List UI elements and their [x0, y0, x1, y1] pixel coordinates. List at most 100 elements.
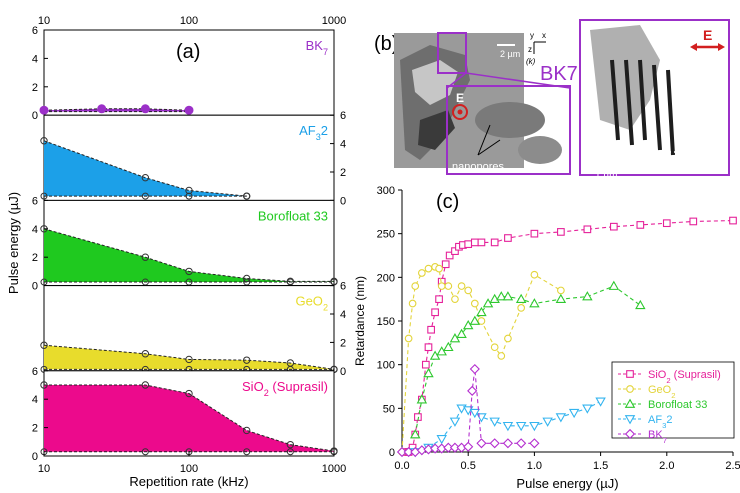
data-point: [469, 315, 481, 325]
data-point: [141, 278, 149, 286]
y-tick-label: 6: [340, 281, 346, 293]
data-point: [449, 333, 461, 343]
data-point: [583, 225, 592, 234]
data-point: [529, 298, 540, 308]
data-point: [243, 274, 251, 283]
data-point: [40, 381, 48, 389]
data-point: [624, 415, 636, 425]
y-tick-label: 2: [32, 423, 38, 435]
subplot-geo2: GeO2 0 2 4 6: [40, 281, 346, 378]
y-tick-label: 50: [383, 403, 395, 415]
y-axis-label: Retardance (nm): [353, 276, 367, 366]
data-point: [515, 421, 527, 432]
data-point: [141, 192, 149, 200]
data-point: [141, 173, 150, 182]
upper-line: [43, 228, 334, 282]
nanoplanes-texture: [610, 59, 675, 156]
data-point: [431, 308, 439, 317]
data-point: [482, 298, 494, 308]
data-point: [39, 105, 49, 115]
data-point: [568, 408, 580, 419]
data-point: [40, 192, 48, 200]
data-point: [396, 446, 408, 458]
legend-item: BK7: [618, 428, 667, 445]
data-point: [470, 238, 479, 247]
series-line: [404, 220, 734, 453]
data-point: [418, 269, 426, 277]
series-geo2: [398, 263, 565, 456]
upper-line: [43, 140, 247, 197]
data-point: [330, 278, 338, 286]
data-point: [608, 280, 620, 290]
data-point: [185, 355, 193, 364]
subplot-sio2-suprasil-: SiO2 (Suprasil) 0 2 4 6: [32, 366, 338, 463]
x-tick-label: 1.0: [527, 460, 542, 472]
svg-text:z: z: [528, 45, 532, 54]
data-point: [462, 319, 474, 330]
y-tick-label: 0: [340, 195, 346, 207]
data-point: [430, 443, 441, 454]
y-tick-label: 4: [32, 53, 38, 65]
upper-line: [44, 384, 335, 452]
data-point: [477, 238, 486, 247]
y-tick-label: 6: [32, 366, 38, 378]
y-tick-label: 0: [32, 110, 38, 122]
x-axis-label: Repetition rate (kHz): [129, 474, 248, 489]
data-point: [496, 291, 507, 301]
data-point: [40, 137, 48, 145]
y-tick-label: 2: [32, 82, 38, 94]
data-point: [464, 240, 473, 248]
nanopores-label: nanopores: [452, 161, 504, 173]
data-point: [403, 446, 414, 458]
data-point: [502, 291, 514, 301]
y-tick-label: 4: [32, 394, 38, 406]
data-point: [40, 341, 48, 349]
data-point: [517, 304, 526, 312]
data-point: [185, 389, 193, 398]
data-point: [451, 247, 459, 255]
y-axis-label: Pulse energy (µJ): [6, 192, 21, 294]
y-tick-label: 150: [377, 316, 395, 328]
data-point: [449, 417, 461, 427]
y-tick-label: 2: [340, 337, 346, 349]
data-point: [609, 222, 618, 231]
data-point: [185, 278, 193, 286]
data-point: [404, 334, 413, 343]
data-point: [489, 438, 500, 449]
data-point: [243, 192, 251, 200]
x-tick-label: 0.0: [394, 460, 409, 472]
data-point: [286, 440, 295, 449]
x-axis-label: Pulse energy (µJ): [516, 476, 618, 491]
data-point: [443, 442, 454, 453]
svg-text:1 µm: 1 µm: [595, 170, 617, 181]
data-point: [636, 221, 645, 229]
data-point: [689, 217, 698, 226]
y-tick-label: 2: [32, 252, 38, 264]
y-tick-label: 6: [340, 110, 346, 122]
data-point: [624, 398, 636, 408]
data-point: [542, 417, 553, 427]
x-tick-label-top: 100: [180, 15, 198, 27]
data-point: [443, 341, 454, 352]
data-point: [449, 442, 461, 453]
y-tick-label: 300: [377, 185, 395, 197]
material-label-bk7: BK7: [540, 63, 578, 85]
legend-label: GeO2: [648, 384, 676, 400]
area-fill: [44, 385, 334, 452]
data-point: [97, 104, 107, 114]
data-point: [729, 216, 737, 225]
x-tick-label-top: 10: [38, 15, 50, 27]
data-point: [141, 448, 149, 456]
y-tick-label: 250: [377, 229, 395, 241]
data-point: [423, 367, 434, 378]
panel-b-sem-images: (b) 2 µm y x z (k) BK7 E 1 µm nanopor: [374, 19, 730, 191]
data-point: [662, 219, 671, 228]
data-point: [470, 299, 479, 308]
legend-label: Borofloat 33: [648, 399, 707, 411]
data-point: [427, 325, 435, 334]
series-line: [414, 285, 641, 435]
data-point: [40, 278, 48, 286]
x-tick-label: 100: [180, 463, 198, 475]
data-point: [409, 429, 421, 439]
